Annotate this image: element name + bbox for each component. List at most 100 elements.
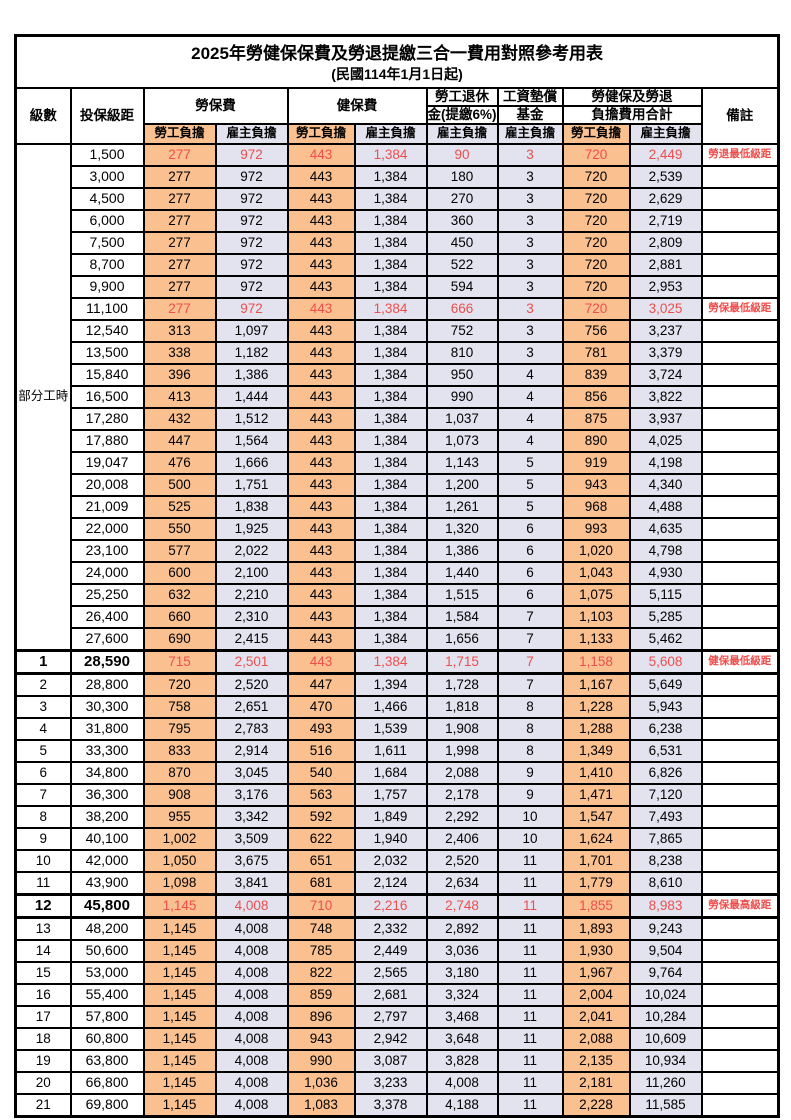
remark-cell	[700, 583, 780, 607]
value-cell: 2,228	[561, 1093, 631, 1118]
value-cell: 443	[286, 605, 356, 629]
table-row: 4 31,800 795 2,783 493 1,539 1,908 8 1,288 6,238	[14, 717, 780, 741]
table-row: 21 69,800 1,145 4,008 1,083 3,378 4,188 11 2,228…	[14, 1093, 780, 1118]
table-row: 11 43,900 1,098 3,841 681 2,124 2,634 11 1,779 8,…	[14, 871, 780, 896]
value-cell: 972	[214, 275, 289, 299]
value-cell: 2,651	[214, 695, 289, 719]
value-cell: 443	[286, 539, 356, 563]
remark-cell	[700, 319, 780, 343]
value-cell: 1,515	[425, 583, 499, 607]
value-cell: 6	[496, 539, 564, 563]
value-cell: 10	[496, 827, 564, 851]
bracket-cell: 34,800	[69, 761, 145, 785]
header-row-2: 金(提繳6%) 基金 負擔費用合計	[16, 105, 779, 125]
bracket-cell: 40,100	[69, 827, 145, 851]
bracket-cell: 27,600	[69, 627, 145, 652]
table-row: 7 36,300 908 3,176 563 1,757 2,178 9 1,471 7,120	[14, 783, 780, 807]
value-cell: 2,881	[628, 253, 703, 277]
value-cell: 1,779	[561, 871, 631, 896]
bracket-cell: 23,100	[69, 539, 145, 563]
value-cell: 5,285	[628, 605, 703, 629]
value-cell: 1,444	[214, 385, 289, 409]
value-cell: 1,036	[286, 1071, 356, 1095]
value-cell: 1,564	[214, 429, 289, 453]
value-cell: 277	[142, 209, 217, 233]
value-cell: 5,115	[628, 583, 703, 607]
value-cell: 2,520	[214, 672, 289, 697]
bracket-cell: 20,008	[69, 473, 145, 497]
bracket-cell: 19,047	[69, 451, 145, 475]
value-cell: 360	[425, 209, 499, 233]
bracket-cell: 60,800	[69, 1027, 145, 1051]
value-cell: 1,394	[353, 672, 428, 697]
table-row: 部分工時 1,500 277 972 443 1,384 90 3 720 2,449 勞退最低級距	[14, 143, 780, 652]
value-cell: 8	[496, 717, 564, 741]
value-cell: 338	[142, 341, 217, 365]
value-cell: 9	[496, 783, 564, 807]
value-cell: 7,865	[628, 827, 703, 851]
value-cell: 3,342	[214, 805, 289, 829]
col-header-wage-fund-line2: 基金	[496, 105, 564, 125]
value-cell: 748	[286, 916, 356, 941]
bracket-cell: 57,800	[69, 1005, 145, 1029]
value-cell: 443	[286, 407, 356, 431]
value-cell: 6,826	[628, 761, 703, 785]
value-cell: 11	[496, 939, 564, 963]
level-cell: 6	[14, 761, 72, 785]
value-cell: 2,135	[561, 1049, 631, 1073]
bracket-cell: 4,500	[69, 187, 145, 211]
value-cell: 6	[496, 583, 564, 607]
value-cell: 11	[496, 1027, 564, 1051]
level-cell: 17	[14, 1005, 72, 1029]
value-cell: 516	[286, 739, 356, 763]
remark-cell	[700, 739, 780, 763]
table-head: 2025年勞健保保費及勞退提繳三合一費用對照參考用表 (民國114年1月1日起)…	[14, 34, 780, 145]
remark-cell	[700, 517, 780, 541]
value-cell: 3	[496, 297, 564, 321]
table-row: 8,700 277 972 443 1,384 522 3 720 2,881	[16, 253, 780, 277]
remark-cell	[700, 341, 780, 365]
value-cell: 2,310	[214, 605, 289, 629]
remark-cell	[700, 363, 780, 387]
value-cell: 781	[561, 341, 631, 365]
value-cell: 3,233	[353, 1071, 428, 1095]
value-cell: 2,100	[214, 561, 289, 585]
value-cell: 1,145	[142, 916, 217, 941]
level-cell: 2	[14, 672, 72, 697]
value-cell: 443	[286, 429, 356, 453]
value-cell: 493	[286, 717, 356, 741]
value-cell: 1,838	[214, 495, 289, 519]
value-cell: 277	[142, 165, 217, 189]
value-cell: 1,384	[353, 319, 428, 343]
value-cell: 1,440	[425, 561, 499, 585]
value-cell: 443	[286, 341, 356, 365]
value-cell: 4,340	[628, 473, 703, 497]
value-cell: 3,648	[425, 1027, 499, 1051]
value-cell: 2,178	[425, 783, 499, 807]
value-cell: 5,649	[628, 672, 703, 697]
value-cell: 681	[286, 871, 356, 896]
value-cell: 2,539	[628, 165, 703, 189]
subheader-labor-employee: 勞工負擔	[142, 123, 217, 145]
value-cell: 500	[142, 473, 217, 497]
value-cell: 4,008	[214, 1049, 289, 1073]
table-row: 17 57,800 1,145 4,008 896 2,797 3,468 11 2,041 10…	[14, 1005, 780, 1029]
value-cell: 270	[425, 187, 499, 211]
value-cell: 1,261	[425, 495, 499, 519]
value-cell: 6,531	[628, 739, 703, 763]
level-cell: 8	[14, 805, 72, 829]
bracket-cell: 8,700	[69, 253, 145, 277]
bracket-cell: 66,800	[69, 1071, 145, 1095]
value-cell: 1,384	[353, 583, 428, 607]
value-cell: 1,384	[353, 627, 428, 652]
table-row: 14 50,600 1,145 4,008 785 2,449 3,036 11 1,930 9,…	[14, 939, 780, 963]
remark-cell	[700, 1071, 780, 1095]
subheader-total-employee: 勞工負擔	[561, 123, 631, 145]
value-cell: 2,032	[353, 849, 428, 873]
value-cell: 1,893	[561, 916, 631, 941]
value-cell: 10	[496, 805, 564, 829]
value-cell: 1,818	[425, 695, 499, 719]
value-cell: 7	[496, 627, 564, 652]
value-cell: 1,158	[561, 649, 631, 675]
value-cell: 972	[214, 187, 289, 211]
